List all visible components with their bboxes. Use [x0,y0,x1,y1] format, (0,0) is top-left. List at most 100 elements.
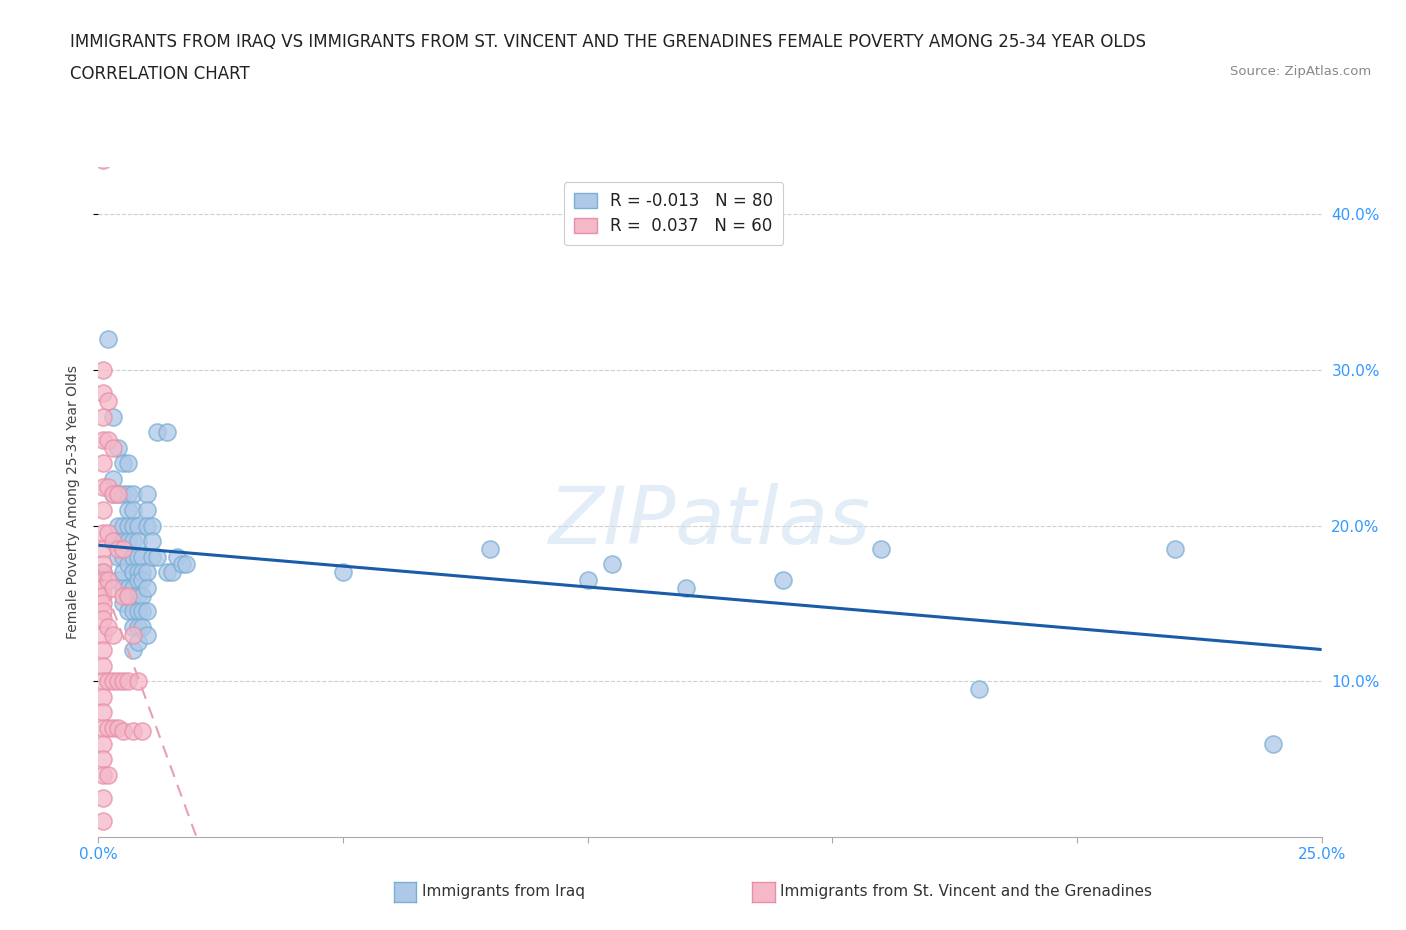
Text: Immigrants from St. Vincent and the Grenadines: Immigrants from St. Vincent and the Gren… [780,884,1153,899]
Point [91,767,114,782]
Text: Immigrants from Iraq: Immigrants from Iraq [422,884,585,899]
Point [117,502,139,517]
Point [1261,737,1284,751]
Point [967,682,990,697]
Point [91,814,114,829]
Point [107,518,129,533]
Point [121,724,143,738]
Point [97,432,120,447]
Point [91,604,114,618]
Point [111,588,134,603]
Point [131,573,153,588]
Point [136,604,159,618]
Point [136,580,159,595]
Point [91,363,114,378]
Point [870,541,893,556]
Y-axis label: Female Poverty Among 25-34 Year Olds: Female Poverty Among 25-34 Year Olds [66,365,80,639]
Point [160,565,183,579]
Point [121,487,143,502]
Point [111,724,134,738]
Point [91,705,114,720]
Point [91,386,114,401]
Point [127,674,149,689]
Point [131,550,153,565]
Point [121,627,143,642]
Text: IMMIGRANTS FROM IRAQ VS IMMIGRANTS FROM ST. VINCENT AND THE GRENADINES FEMALE PO: IMMIGRANTS FROM IRAQ VS IMMIGRANTS FROM … [70,33,1146,50]
Text: ZIPatlas: ZIPatlas [548,484,872,562]
Point [146,550,169,565]
Point [111,456,134,471]
Point [91,456,114,471]
Point [121,588,143,603]
Point [111,487,134,502]
Text: CORRELATION CHART: CORRELATION CHART [70,65,250,83]
Point [91,573,114,588]
Point [91,409,114,424]
Point [111,596,134,611]
Point [91,689,114,704]
Point [91,721,114,736]
Point [121,565,143,579]
Point [131,619,153,634]
Point [131,724,153,738]
Point [107,674,129,689]
Point [111,674,134,689]
Point [107,541,129,556]
Point [97,767,120,782]
Text: Source: ZipAtlas.com: Source: ZipAtlas.com [1230,65,1371,78]
Point [121,550,143,565]
Point [91,580,114,595]
Point [97,331,120,346]
Point [111,580,134,595]
Point [91,502,114,517]
Point [101,472,124,486]
Point [111,518,134,533]
Point [107,721,129,736]
Point [117,588,139,603]
Point [136,487,159,502]
Point [600,557,623,572]
Point [91,737,114,751]
Point [772,573,794,588]
Point [121,619,143,634]
Point [91,596,114,611]
Point [97,619,120,634]
Point [127,565,149,579]
Point [127,604,149,618]
Point [107,573,129,588]
Point [107,440,129,455]
Point [101,580,124,595]
Point [91,557,114,572]
Point [127,635,149,650]
Point [107,534,129,549]
Point [91,588,114,603]
Point [91,674,114,689]
Point [97,393,120,408]
Point [117,557,139,572]
Point [91,751,114,766]
Point [166,550,188,565]
Point [332,565,354,579]
Point [91,565,114,579]
Point [101,627,124,642]
Point [101,721,124,736]
Point [117,534,139,549]
Point [136,627,159,642]
Point [101,487,124,502]
Point [136,518,159,533]
Point [91,153,114,167]
Legend: R = -0.013   N = 80, R =  0.037   N = 60: R = -0.013 N = 80, R = 0.037 N = 60 [564,182,783,246]
Point [97,674,120,689]
Point [107,550,129,565]
Point [101,409,124,424]
Point [91,643,114,658]
Point [127,518,149,533]
Point [117,580,139,595]
Point [121,604,143,618]
Point [111,541,134,556]
Point [101,674,124,689]
Point [91,525,114,540]
Point [576,573,599,588]
Point [131,588,153,603]
Point [91,541,114,556]
